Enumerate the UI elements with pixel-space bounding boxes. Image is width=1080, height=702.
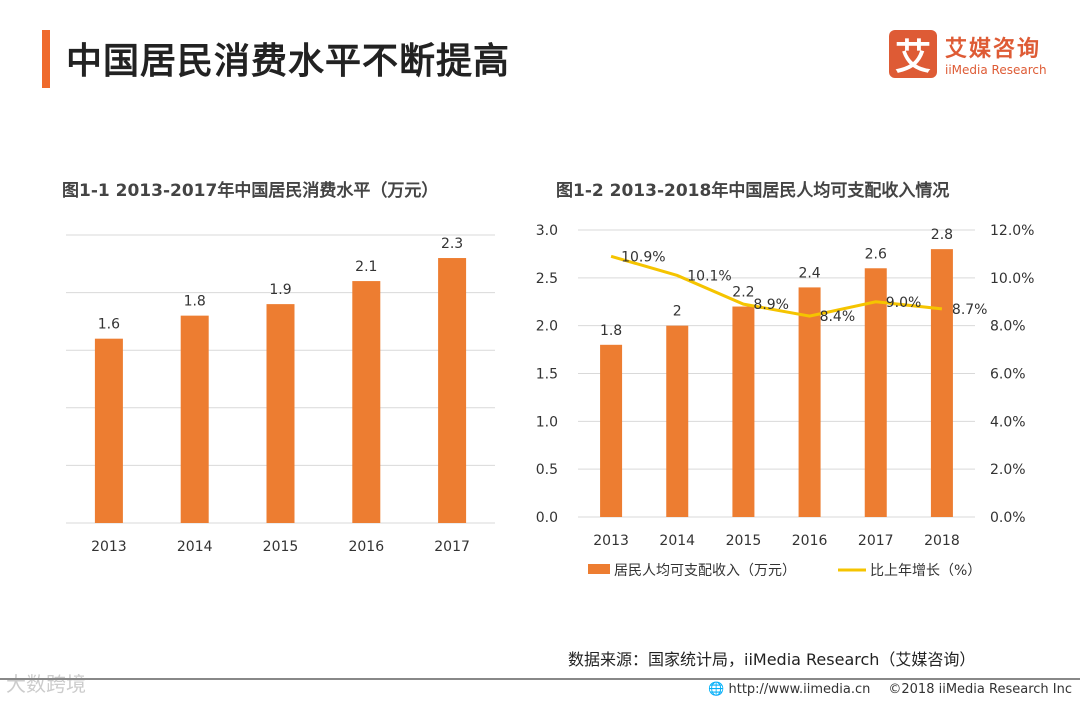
line-data-label: 10.9% bbox=[621, 249, 665, 265]
bar-2014 bbox=[180, 315, 209, 523]
data-label: 2.3 bbox=[441, 236, 463, 252]
watermark: 大数跨境 bbox=[6, 672, 86, 696]
bar-2016 bbox=[798, 287, 821, 517]
bar-2015 bbox=[266, 304, 295, 523]
logo-en: iiMedia Research bbox=[945, 63, 1047, 77]
x-tick-label: 2013 bbox=[593, 533, 629, 549]
legend-bar-label: 居民人均可支配收入（万元） bbox=[614, 563, 796, 579]
x-tick-label: 2018 bbox=[924, 533, 960, 549]
line-data-label: 10.1% bbox=[687, 268, 731, 284]
bar-2015 bbox=[732, 306, 755, 517]
url-link[interactable]: http://www.iimedia.cn bbox=[728, 682, 871, 697]
y2-tick-label: 10.0% bbox=[990, 271, 1034, 287]
footer: 🌐 http://www.iimedia.cn ©2018 iiMedia Re… bbox=[708, 682, 1072, 697]
y2-tick-label: 8.0% bbox=[990, 319, 1026, 335]
data-label: 1.6 bbox=[98, 317, 120, 333]
x-tick-label: 2014 bbox=[177, 539, 213, 555]
x-tick-label: 2014 bbox=[659, 533, 695, 549]
logo-mark-icon: 艾 bbox=[889, 30, 937, 78]
y-tick-label: 1.0 bbox=[536, 414, 558, 430]
y2-tick-label: 2.0% bbox=[990, 462, 1026, 478]
bar-2016 bbox=[352, 281, 381, 523]
bar-2013 bbox=[600, 344, 623, 517]
logo-cn: 艾媒咨询 bbox=[945, 37, 1042, 62]
bar-2017 bbox=[864, 268, 887, 517]
bar-2017 bbox=[438, 258, 467, 523]
bar-2018 bbox=[930, 249, 953, 517]
data-label: 1.8 bbox=[184, 294, 206, 310]
x-tick-label: 2015 bbox=[263, 539, 299, 555]
data-label: 2.1 bbox=[355, 259, 377, 275]
bar-2013 bbox=[94, 338, 123, 523]
bar-data-label: 2 bbox=[673, 304, 682, 320]
y-tick-label: 1.5 bbox=[536, 367, 558, 383]
y-tick-label: 2.0 bbox=[536, 319, 558, 335]
y-tick-label: 2.5 bbox=[536, 271, 558, 287]
line-data-label: 8.7% bbox=[952, 302, 988, 318]
line-data-label: 8.4% bbox=[820, 309, 856, 325]
chart1-title: 图1-1 2013-2017年中国居民消费水平（万元） bbox=[62, 181, 439, 201]
y2-tick-label: 6.0% bbox=[990, 367, 1026, 383]
data-label: 1.9 bbox=[269, 282, 291, 298]
legend-line-label: 比上年增长（%） bbox=[870, 563, 981, 579]
line-data-label: 9.0% bbox=[886, 295, 922, 311]
bar-data-label: 2.4 bbox=[798, 265, 820, 281]
y2-tick-label: 12.0% bbox=[990, 223, 1034, 239]
y-tick-label: 0.5 bbox=[536, 462, 558, 478]
growth-line bbox=[610, 254, 943, 318]
bar-data-label: 1.8 bbox=[600, 323, 622, 339]
footer-url[interactable]: 🌐 http://www.iimedia.cn bbox=[708, 682, 871, 697]
y2-tick-label: 0.0% bbox=[990, 510, 1026, 526]
x-tick-label: 2016 bbox=[348, 539, 384, 555]
x-tick-label: 2017 bbox=[858, 533, 894, 549]
title-accent-bar bbox=[42, 30, 50, 88]
bar-data-label: 2.2 bbox=[732, 285, 754, 301]
footer-divider bbox=[0, 678, 1080, 680]
bar-data-label: 2.6 bbox=[865, 246, 887, 262]
chart2-title: 图1-2 2013-2018年中国居民人均可支配收入情况 bbox=[556, 181, 950, 201]
page-title: 中国居民消费水平不断提高 bbox=[66, 41, 511, 82]
y-tick-label: 3.0 bbox=[536, 223, 558, 239]
y2-tick-label: 4.0% bbox=[990, 414, 1026, 430]
data-source: 数据来源：国家统计局，iiMedia Research（艾媒咨询） bbox=[568, 650, 976, 669]
x-tick-label: 2017 bbox=[434, 539, 470, 555]
legend-bar-swatch bbox=[588, 564, 610, 574]
x-tick-label: 2016 bbox=[792, 533, 828, 549]
x-tick-label: 2015 bbox=[726, 533, 762, 549]
bar-data-label: 2.8 bbox=[931, 227, 953, 243]
brand-logo: 艾 艾媒咨询 iiMedia Research bbox=[889, 30, 1047, 78]
y-tick-label: 0.0 bbox=[536, 510, 558, 526]
x-tick-label: 2013 bbox=[91, 539, 127, 555]
bar-2014 bbox=[666, 325, 689, 517]
footer-copyright: ©2018 iiMedia Research Inc bbox=[888, 682, 1072, 697]
line-data-label: 8.9% bbox=[753, 297, 789, 313]
